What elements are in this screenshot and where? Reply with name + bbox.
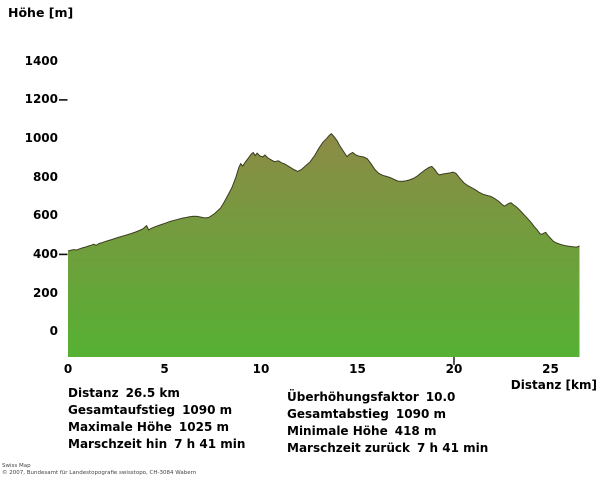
stat-label: Minimale Höhe xyxy=(287,424,388,438)
copyright-line-1: Swiss Map xyxy=(2,463,31,469)
elevation-outline xyxy=(67,133,580,252)
stat-label: Gesamtabstieg xyxy=(287,407,389,421)
y-tick-label: 1200 xyxy=(24,92,58,107)
stat-row: Gesamtaufstieg 1090 m xyxy=(68,403,232,417)
elevation-area xyxy=(68,133,580,357)
stat-row: Überhöhungsfaktor 10.0 xyxy=(287,390,455,404)
x-tick-mark xyxy=(453,357,455,365)
copyright-line-2: © 2007, Bundesamt für Landestopografie s… xyxy=(2,469,197,476)
y-tick-label: 400 xyxy=(32,246,58,261)
y-tick-dash xyxy=(59,99,68,101)
stat-row: Maximale Höhe 1025 m xyxy=(68,420,229,434)
stat-value: 1090 m xyxy=(182,403,233,417)
stat-value: 7 h 41 min xyxy=(417,441,489,455)
y-axis-title: Höhe [m] xyxy=(8,5,74,20)
stat-value: 418 m xyxy=(394,424,437,438)
stat-label: Marschzeit zurück xyxy=(287,441,410,455)
y-tick-label: 0 xyxy=(49,324,58,339)
stat-label: Überhöhungsfaktor xyxy=(287,390,419,404)
stat-row: Marschzeit hin 7 h 41 min xyxy=(68,437,245,451)
stat-value: 1090 m xyxy=(395,407,446,421)
y-tick-label: 600 xyxy=(32,208,58,223)
stat-value: 7 h 41 min xyxy=(174,437,246,451)
stat-row: Gesamtabstieg 1090 m xyxy=(287,407,446,421)
y-tick-label: 800 xyxy=(32,169,58,184)
y-tick-label: 1400 xyxy=(24,53,58,68)
stat-value: 26.5 km xyxy=(125,386,180,400)
stat-row: Minimale Höhe 418 m xyxy=(287,424,436,438)
x-tick-label: 10 xyxy=(252,362,270,376)
x-tick-label: 15 xyxy=(349,362,366,376)
stat-value: 1025 m xyxy=(178,420,229,434)
stat-label: Marschzeit hin xyxy=(68,437,168,451)
y-tick-label: 200 xyxy=(32,285,58,300)
y-tick-dash xyxy=(59,253,68,256)
x-tick-label: 20 xyxy=(445,362,463,376)
footer-credit: Swiss Map © 2007, Bundesamt für Landesto… xyxy=(2,463,196,476)
x-tick-label: 25 xyxy=(542,362,559,376)
stat-row: Distanz 26.5 km xyxy=(68,386,180,400)
stat-value: 10.0 xyxy=(425,390,456,404)
x-axis-title: Distanz [km] xyxy=(510,378,597,392)
y-tick-label: 1000 xyxy=(24,131,58,146)
x-tick-label: 5 xyxy=(160,362,169,376)
stat-row: Marschzeit zurück 7 h 41 min xyxy=(287,441,488,455)
stat-label: Gesamtaufstieg xyxy=(68,403,176,417)
x-tick-label: 0 xyxy=(63,362,73,376)
stat-label: Maximale Höhe xyxy=(68,420,172,434)
stat-label: Distanz xyxy=(68,386,119,400)
